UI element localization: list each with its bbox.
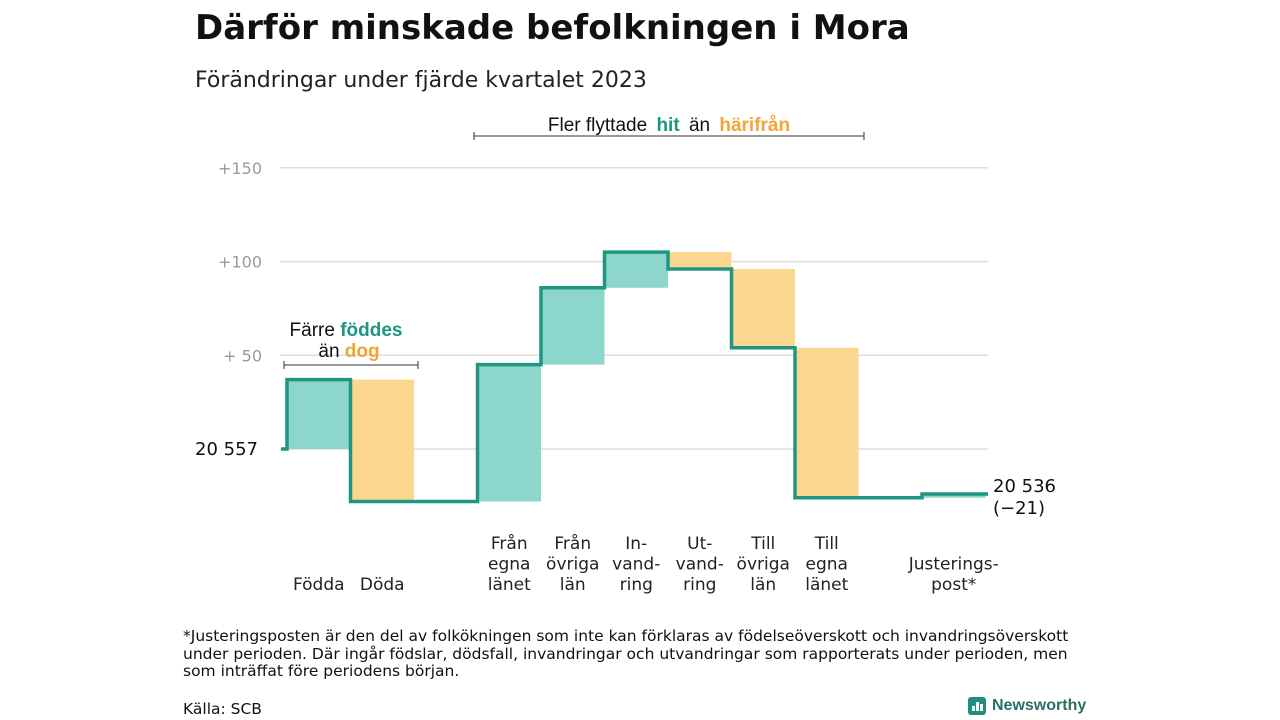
y-tick-label: +100 bbox=[218, 253, 262, 272]
category-label: Ut-vand-ring bbox=[676, 534, 724, 595]
waterfall-bar bbox=[731, 269, 795, 348]
waterfall-bar bbox=[477, 364, 541, 502]
waterfall-bar bbox=[795, 347, 859, 498]
brand-name: Newsworthy bbox=[992, 697, 1087, 714]
waterfall-bar bbox=[287, 379, 351, 449]
births-annotation-line1: Färre föddes bbox=[290, 320, 403, 341]
migration-annotation: Fler flyttade hit än härifrån bbox=[548, 115, 790, 136]
newsworthy-logo-icon bbox=[968, 697, 986, 715]
category-label: Till egna länet bbox=[805, 534, 848, 595]
chart-subtitle: Förändringar under fjärde kvartalet 2023 bbox=[195, 68, 647, 93]
migration-highlight-in: hit bbox=[656, 115, 680, 136]
y-tick-label: + 50 bbox=[223, 346, 262, 365]
end-change-label: (−21) bbox=[993, 498, 1045, 519]
source-note: Källa: SCB bbox=[183, 700, 262, 718]
start-value-label: 20 557 bbox=[195, 439, 258, 460]
chart-title: Därför minskade befolkningen i Mora bbox=[195, 8, 910, 48]
deaths-highlight: dog bbox=[345, 341, 380, 362]
category-label: Från övriga län bbox=[546, 533, 599, 595]
waterfall-chart: +150 +100 + 50 Födda Döda Från egna länet Från öv… bbox=[195, 115, 1056, 596]
cumulative-step-line bbox=[281, 250, 988, 504]
births-bracket bbox=[283, 361, 419, 369]
waterfall-bar bbox=[668, 252, 732, 269]
brand-logo: Newsworthy bbox=[968, 697, 1086, 715]
footnote: *Justeringsposten är den del av folkökni… bbox=[183, 627, 1069, 680]
migration-highlight-out: härifrån bbox=[719, 115, 790, 136]
category-label: Justerings-post* bbox=[908, 555, 999, 596]
end-value-label: 20 536 bbox=[993, 476, 1056, 497]
births-highlight: föddes bbox=[340, 320, 402, 341]
category-label: Från egna länet bbox=[488, 533, 531, 595]
category-label: Födda bbox=[293, 575, 345, 595]
waterfall-bar bbox=[541, 287, 605, 365]
waterfall-bar bbox=[350, 379, 414, 502]
births-annotation-line2: än dog bbox=[318, 341, 379, 362]
migration-bracket bbox=[473, 132, 865, 140]
waterfall-bar bbox=[604, 252, 668, 288]
waterfall-bar bbox=[922, 494, 986, 498]
category-label: In-vand-ring bbox=[612, 534, 660, 595]
category-label: Till övriga län bbox=[737, 534, 790, 595]
category-label: Döda bbox=[360, 575, 405, 595]
y-tick-label: +150 bbox=[218, 159, 262, 178]
